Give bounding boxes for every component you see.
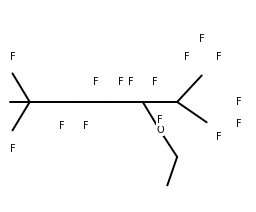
Text: F: F: [93, 77, 99, 86]
Text: F: F: [216, 52, 222, 62]
Text: F: F: [236, 119, 242, 129]
Text: F: F: [10, 52, 15, 62]
Text: F: F: [236, 97, 242, 107]
Text: F: F: [128, 77, 133, 86]
Text: F: F: [184, 52, 190, 62]
Text: F: F: [157, 115, 162, 125]
Text: F: F: [59, 121, 65, 131]
Text: F: F: [152, 77, 158, 86]
Text: F: F: [199, 34, 205, 44]
Text: F: F: [216, 131, 222, 142]
Text: F: F: [10, 144, 15, 154]
Text: O: O: [156, 126, 164, 135]
Text: F: F: [83, 121, 89, 131]
Text: F: F: [118, 77, 123, 86]
